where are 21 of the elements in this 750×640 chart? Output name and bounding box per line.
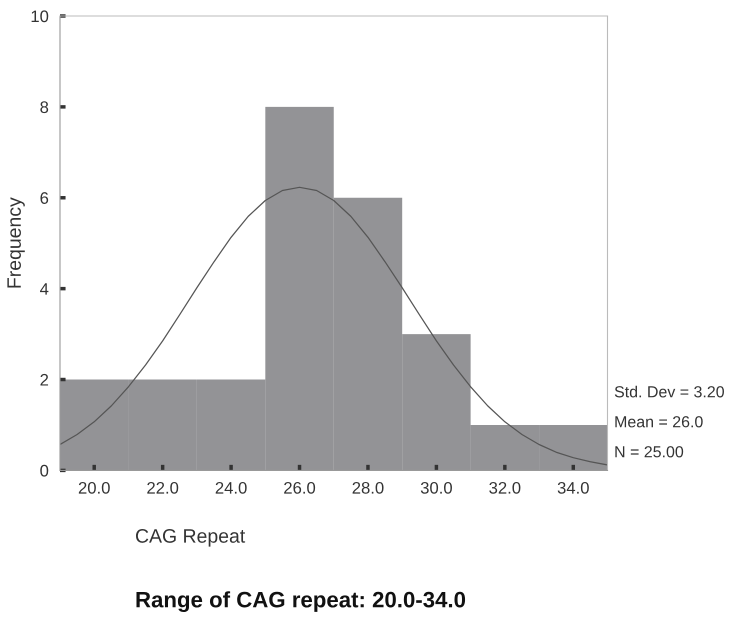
text: Range of CAG repeat: 20.0-34.0 bbox=[136, 591, 466, 612]
y-tick-label: 6 bbox=[40, 192, 48, 204]
x-tick-label: 20.0 bbox=[78, 482, 110, 494]
x-tick-label: 30.0 bbox=[420, 482, 452, 494]
text: Std. Dev = 3.20 bbox=[614, 386, 724, 398]
x-tick-label: 34.0 bbox=[558, 482, 589, 494]
y-axis-title: Frequency bbox=[7, 197, 25, 288]
x-tick-label: 32.0 bbox=[489, 482, 520, 494]
x-tick-label: 22.0 bbox=[147, 482, 178, 494]
x-tick-label: 26.0 bbox=[284, 482, 316, 494]
y-tick-label: 2 bbox=[40, 374, 48, 386]
line-series bbox=[60, 186, 608, 466]
text: Mean = 26.0 bbox=[615, 416, 703, 428]
y-tick-label: 0 bbox=[40, 464, 48, 477]
y-tick-label: 4 bbox=[40, 283, 48, 295]
text: N = 25.00 bbox=[615, 446, 684, 458]
x-axis-title: CAG Repeat bbox=[136, 529, 246, 547]
x-tick-label: 28.0 bbox=[352, 482, 384, 494]
x-tick-label: 24.0 bbox=[216, 482, 247, 494]
y-tick-label: 10 bbox=[32, 10, 48, 22]
y-tick-label: 8 bbox=[40, 101, 48, 114]
